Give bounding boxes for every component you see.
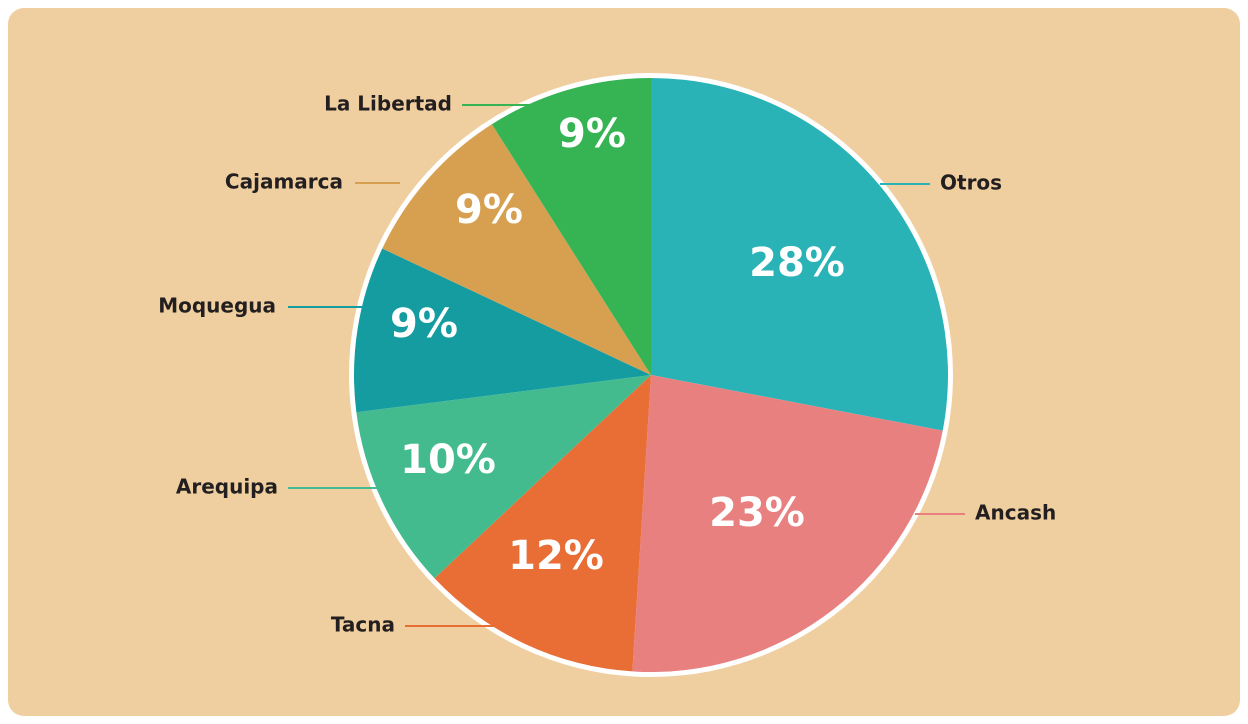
value-label: 9% [390,301,458,347]
pie-slice [434,375,651,672]
pie-slice [356,375,651,579]
pie-slice [651,78,949,431]
value-label: 9% [455,187,523,233]
slice-label: Moquegua [158,294,276,318]
pie-slice [491,78,651,375]
value-label: 10% [400,437,496,483]
value-label: 9% [558,111,626,157]
pie-slice [632,375,943,672]
value-label: 12% [508,533,604,579]
slice-label: Ancash [975,501,1056,525]
slice-label: Cajamarca [225,170,343,194]
pie-slice [382,124,651,375]
slice-label: La Libertad [324,92,452,116]
pie-slice [353,248,651,413]
value-label: 23% [709,490,805,536]
slice-label: Arequipa [176,475,278,499]
slice-label: Otros [940,171,1002,195]
slice-label: Tacna [331,613,395,637]
value-label: 28% [749,240,845,286]
